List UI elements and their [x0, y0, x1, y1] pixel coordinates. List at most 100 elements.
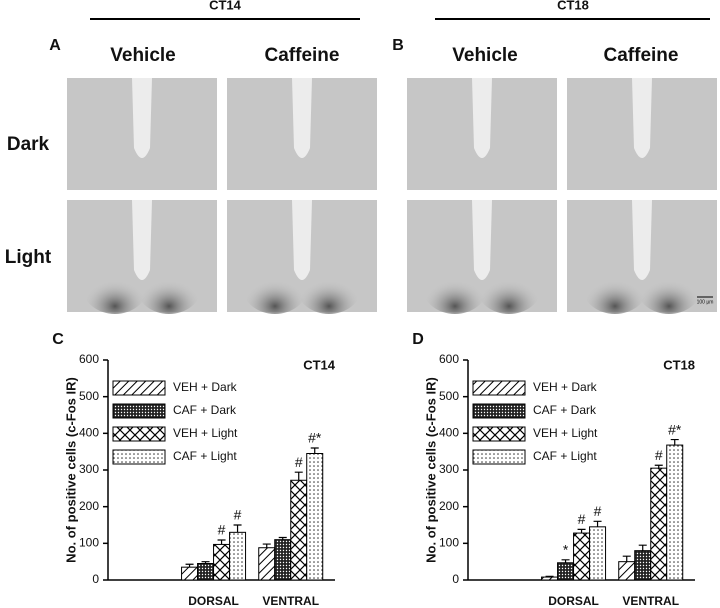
y-tick-label: 400	[439, 426, 459, 440]
bar	[573, 532, 591, 581]
y-tick-label: 0	[452, 572, 459, 586]
error-bar	[545, 575, 554, 578]
legend-label: VEH + Dark	[533, 380, 598, 394]
error-bar	[622, 555, 631, 562]
bar	[258, 547, 276, 581]
bar	[557, 562, 575, 581]
legend-label: CAF + Dark	[173, 403, 237, 417]
legend-label: VEH + Light	[533, 426, 598, 440]
legend-swatch	[472, 449, 526, 465]
stain	[423, 262, 487, 314]
legend-swatch	[112, 449, 166, 465]
y-tick-label: 200	[439, 499, 459, 513]
significance-mark: #	[655, 447, 663, 463]
stain	[477, 262, 541, 314]
y-tick-label: 300	[79, 462, 99, 476]
error-bar	[201, 561, 210, 564]
image-grid	[67, 78, 717, 314]
legend-label: CAF + Light	[533, 449, 597, 463]
error-bar	[278, 536, 287, 540]
error-bar	[561, 559, 570, 563]
y-tick-label: 100	[79, 536, 99, 550]
significance-mark: #*	[668, 421, 682, 437]
stain	[637, 262, 701, 314]
legend-swatch	[472, 426, 526, 442]
bar	[290, 479, 308, 581]
error-bar	[310, 447, 319, 454]
bar	[634, 550, 652, 581]
significance-mark: #	[218, 522, 226, 538]
significance-mark: #*	[308, 430, 322, 446]
row-label: Dark	[7, 134, 50, 155]
y-tick-label: 300	[439, 462, 459, 476]
bar	[197, 563, 215, 581]
error-bar	[638, 544, 647, 551]
significance-mark: #	[234, 507, 242, 523]
bar	[306, 453, 324, 581]
y-tick-label: 200	[79, 499, 99, 513]
error-bar	[233, 524, 242, 533]
stain	[583, 262, 647, 314]
x-tick-label: VENTRAL	[622, 594, 679, 608]
chart-title: CT14	[303, 357, 336, 372]
header: CT18	[557, 0, 589, 12]
x-tick-label: DORSAL	[548, 594, 599, 608]
y-tick-label: 400	[79, 426, 99, 440]
legend-label: CAF + Light	[173, 449, 237, 463]
panel-letter: C	[52, 331, 64, 348]
panel-letter: A	[49, 37, 61, 54]
y-tick-label: 600	[439, 352, 459, 366]
legend-label: VEH + Light	[173, 426, 238, 440]
bar	[213, 543, 231, 581]
legend-swatch	[112, 426, 166, 442]
column-label: Caffeine	[265, 45, 340, 66]
x-tick-label: DORSAL	[188, 594, 239, 608]
panel-letter: B	[392, 37, 404, 54]
stain	[243, 262, 307, 314]
error-bar	[262, 543, 271, 548]
stain	[297, 262, 361, 314]
chart-title: CT18	[663, 357, 695, 372]
error-bar	[294, 471, 303, 481]
x-tick-label: VENTRAL	[262, 594, 319, 608]
error-bar	[654, 464, 663, 469]
micrographs: CT14 CT18 A B Vehicle Caffeine Vehicle C…	[5, 0, 717, 314]
bar	[618, 561, 636, 581]
ventricle	[472, 200, 492, 280]
y-axis-label: No. of positive cells (c-Fos IR)	[63, 377, 78, 563]
header: CT14	[209, 0, 242, 12]
bar	[666, 444, 684, 581]
ventricle	[632, 78, 652, 158]
bar	[229, 531, 247, 581]
ventricle	[292, 200, 312, 280]
ventricle	[132, 200, 152, 280]
ventricle	[292, 78, 312, 158]
error-bar	[670, 438, 679, 446]
column-label: Vehicle	[110, 45, 176, 66]
ventricle	[132, 78, 152, 158]
ventricle	[632, 200, 652, 280]
bar	[589, 526, 607, 581]
y-tick-label: 600	[79, 352, 99, 366]
significance-mark: #	[295, 454, 303, 470]
error-bar	[217, 539, 226, 545]
column-label: Caffeine	[604, 45, 679, 66]
y-tick-label: 100	[439, 536, 459, 550]
bar	[541, 576, 559, 581]
legend-swatch	[472, 403, 526, 419]
stain	[83, 262, 147, 314]
error-bar	[593, 520, 602, 527]
legend-swatch	[112, 403, 166, 419]
bar	[274, 539, 292, 581]
legend-label: VEH + Dark	[173, 380, 238, 394]
significance-mark: #	[594, 503, 602, 519]
error-bar	[185, 563, 194, 568]
y-tick-label: 500	[439, 389, 459, 403]
panel-letter: D	[412, 331, 424, 348]
y-tick-label: 500	[79, 389, 99, 403]
row-label: Light	[5, 247, 52, 268]
column-label: Vehicle	[452, 45, 518, 66]
legend-label: CAF + Dark	[533, 403, 597, 417]
charts: C CT14 No. of positive cells (c-Fos IR) 0 10…	[52, 331, 695, 608]
